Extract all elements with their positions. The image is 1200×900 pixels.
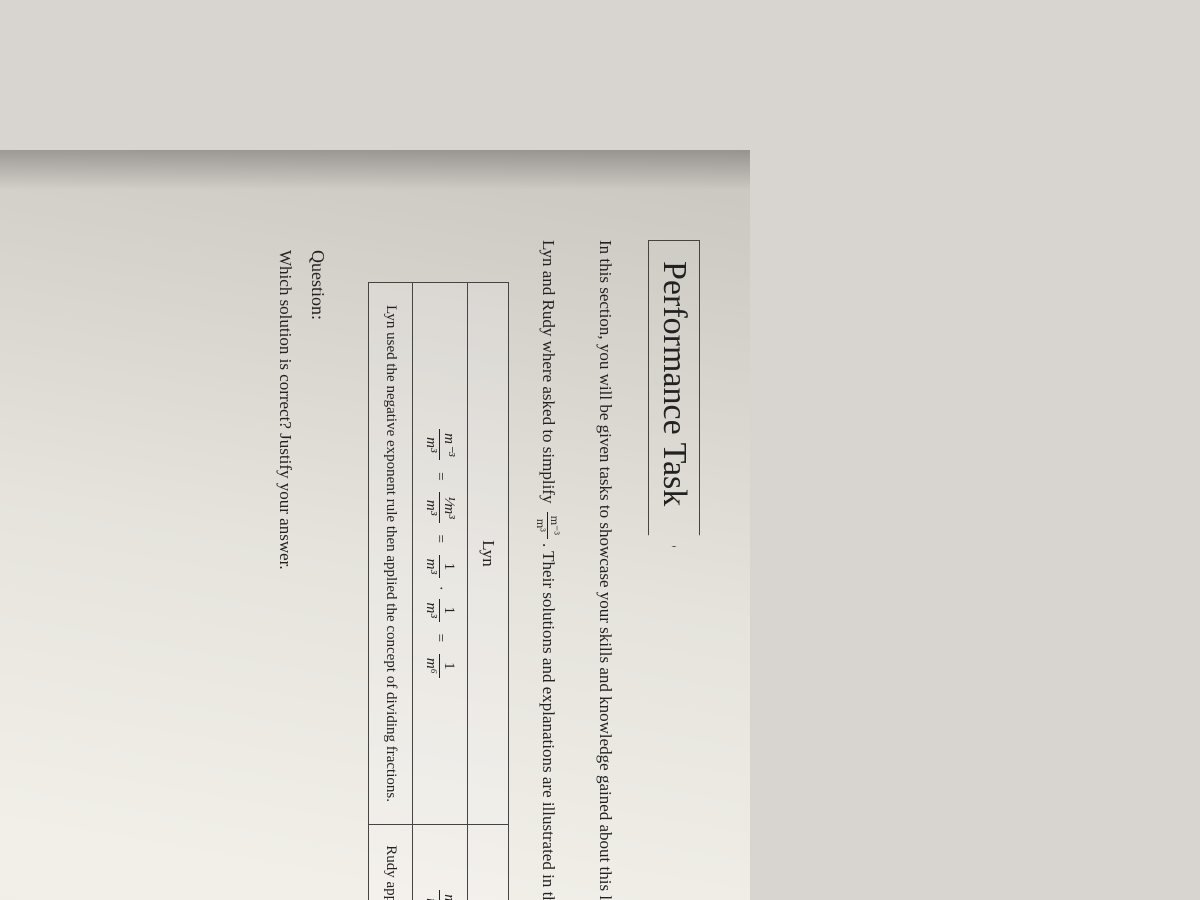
problem-paragraph: Lyn and Rudy where asked to simplify m⁻³… (534, 240, 563, 900)
solutions-table: Lyn Rudy m⁻³ m³ = ¹⁄m³ m³ = 1 m³ · (368, 282, 509, 900)
problem-fraction: m⁻³ m³ (534, 512, 561, 539)
problem-frac-den: m³ (534, 512, 547, 539)
question-block: Question: Which solution is correct? Jus… (275, 250, 328, 900)
problem-lead: Lyn and Rudy where asked to simplify (540, 240, 559, 503)
lyn-final: 1 m⁶ (423, 654, 457, 678)
question-label: Question: (307, 250, 328, 900)
rudy-math-cell: m⁻³ m³ = 1 m³⁻(⁻³) = 1 m³⁺³ = 1 m⁶ (412, 825, 467, 900)
question-text: Which solution is correct? Justify your … (275, 250, 295, 900)
dot-operator: · (432, 586, 448, 591)
equals-sign: = (432, 472, 448, 480)
table-header-rudy: Rudy (467, 825, 508, 900)
lyn-step1-rhs: ¹⁄m³ m³ (423, 492, 457, 522)
rudy-description: Rudy applied the quotient rule of the la… (369, 825, 413, 900)
equals-sign: = (432, 534, 448, 542)
lyn-description: Lyn used the negative exponent rule then… (369, 282, 413, 825)
lyn-step2a: 1 m³ (423, 555, 457, 578)
problem-frac-num: m⁻³ (547, 512, 561, 539)
equals-sign: = (432, 634, 448, 642)
lyn-step2b: 1 m³ (423, 599, 457, 622)
problem-tail: . Their solutions and explanations are i… (540, 543, 559, 900)
title-banner-wrap: Performance Task (648, 240, 700, 900)
scanned-page: Performance Task In this section, you wi… (0, 150, 750, 900)
table-header-lyn: Lyn (467, 282, 508, 825)
title-banner: Performance Task (648, 240, 700, 547)
title-text: Performance Task (656, 261, 693, 506)
intro-paragraph: In this section, you will be given tasks… (593, 240, 619, 900)
lyn-math-cell: m⁻³ m³ = ¹⁄m³ m³ = 1 m³ · 1 m³ = (412, 282, 467, 825)
lyn-step1-lhs: m⁻³ m³ (423, 429, 457, 460)
rudy-step1-lhs: m⁻³ m³ (423, 890, 457, 900)
